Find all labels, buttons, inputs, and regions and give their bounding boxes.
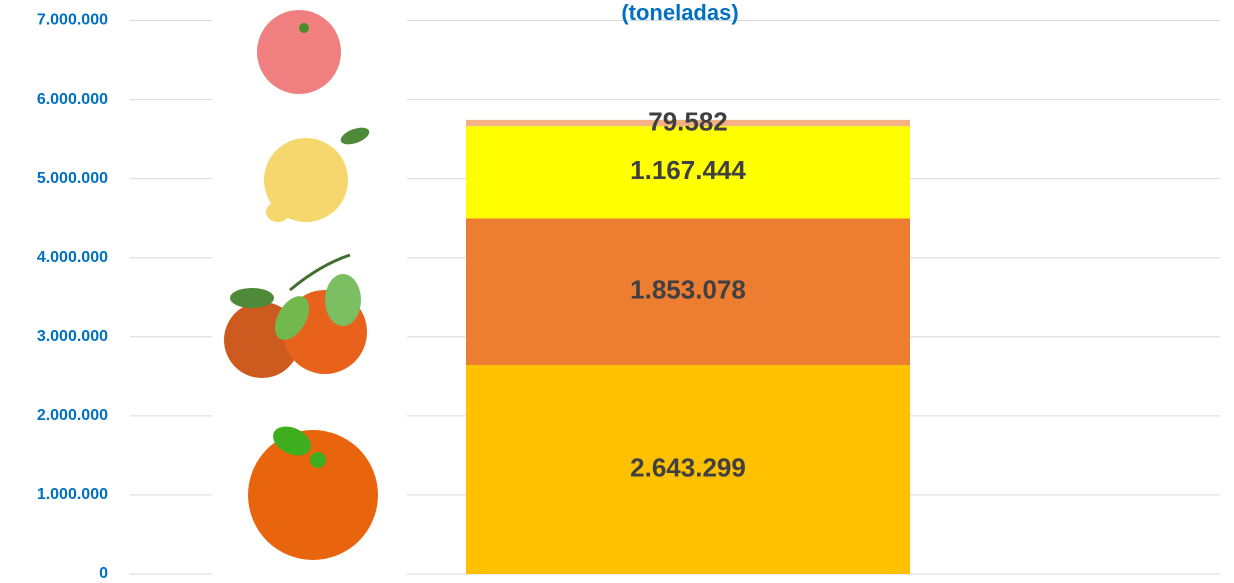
y-tick-label: 5.000.000	[37, 170, 108, 187]
y-tick-label: 6.000.000	[37, 91, 108, 108]
bar-segment	[466, 119, 910, 127]
value-label: 2.643.299	[630, 452, 746, 482]
leaf	[230, 288, 274, 308]
value-label: 79.582	[648, 107, 728, 137]
lemon	[264, 138, 348, 222]
orange	[248, 430, 378, 560]
lemon-leaf	[340, 127, 370, 145]
leaf	[274, 296, 310, 340]
y-tick-label: 3.000.000	[37, 328, 108, 345]
orange-leaf	[273, 426, 311, 456]
value-label: 1.167.444	[630, 155, 746, 185]
fruit-icons	[224, 10, 378, 560]
lemon-tip	[266, 202, 290, 222]
y-tick-label: 2.000.000	[37, 407, 108, 424]
leaf	[325, 274, 361, 326]
chart-title: (toneladas)	[621, 0, 738, 25]
y-tick-label: 1.000.000	[37, 486, 108, 503]
orange-stem	[310, 452, 326, 468]
bar-segment	[466, 364, 910, 574]
bar-segment	[466, 218, 910, 365]
branch	[289, 253, 351, 292]
y-tick-label: 0	[99, 565, 108, 582]
y-tick-label: 7.000.000	[37, 12, 108, 29]
grapefruit-stem	[299, 23, 309, 33]
grapefruit	[257, 10, 341, 94]
y-tick-label: 4.000.000	[37, 249, 108, 266]
value-label: 1.853.078	[630, 275, 746, 305]
bar-segment	[466, 126, 910, 219]
